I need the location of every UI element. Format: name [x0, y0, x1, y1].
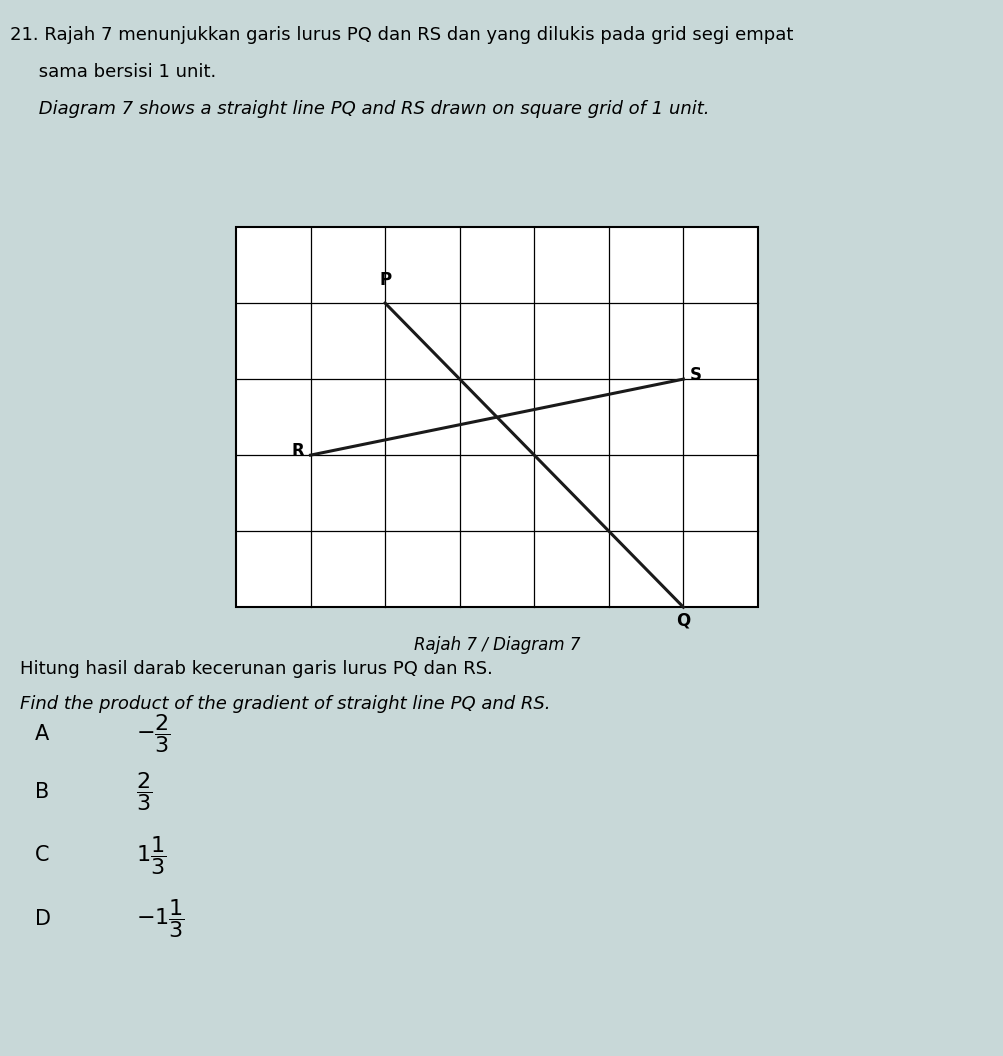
Text: $\dfrac{2}{3}$: $\dfrac{2}{3}$ — [135, 771, 151, 813]
Bar — [236, 227, 757, 607]
Text: R: R — [291, 442, 304, 460]
Text: $-1\dfrac{1}{3}$: $-1\dfrac{1}{3}$ — [135, 898, 185, 940]
Text: B: B — [35, 782, 49, 802]
Text: sama bersisi 1 unit.: sama bersisi 1 unit. — [10, 63, 216, 81]
Text: Find the product of the gradient of straight line PQ and RS.: Find the product of the gradient of stra… — [20, 695, 550, 713]
Text: Hitung hasil darab kecerunan garis lurus PQ dan RS.: Hitung hasil darab kecerunan garis lurus… — [20, 660, 492, 678]
Text: Rajah 7 / Diagram 7: Rajah 7 / Diagram 7 — [413, 636, 580, 654]
Text: Q: Q — [676, 611, 690, 629]
Text: A: A — [35, 724, 49, 743]
Text: C: C — [35, 846, 49, 865]
Text: D: D — [35, 909, 51, 928]
Text: 21. Rajah 7 menunjukkan garis lurus PQ dan RS dan yang dilukis pada grid segi em: 21. Rajah 7 menunjukkan garis lurus PQ d… — [10, 26, 792, 44]
Text: P: P — [379, 271, 391, 289]
Text: S: S — [689, 366, 701, 384]
Text: $1\dfrac{1}{3}$: $1\dfrac{1}{3}$ — [135, 834, 165, 876]
Text: $-\dfrac{2}{3}$: $-\dfrac{2}{3}$ — [135, 713, 171, 755]
Text: Diagram 7 shows a straight line PQ and RS drawn on square grid of 1 unit.: Diagram 7 shows a straight line PQ and R… — [10, 100, 709, 118]
